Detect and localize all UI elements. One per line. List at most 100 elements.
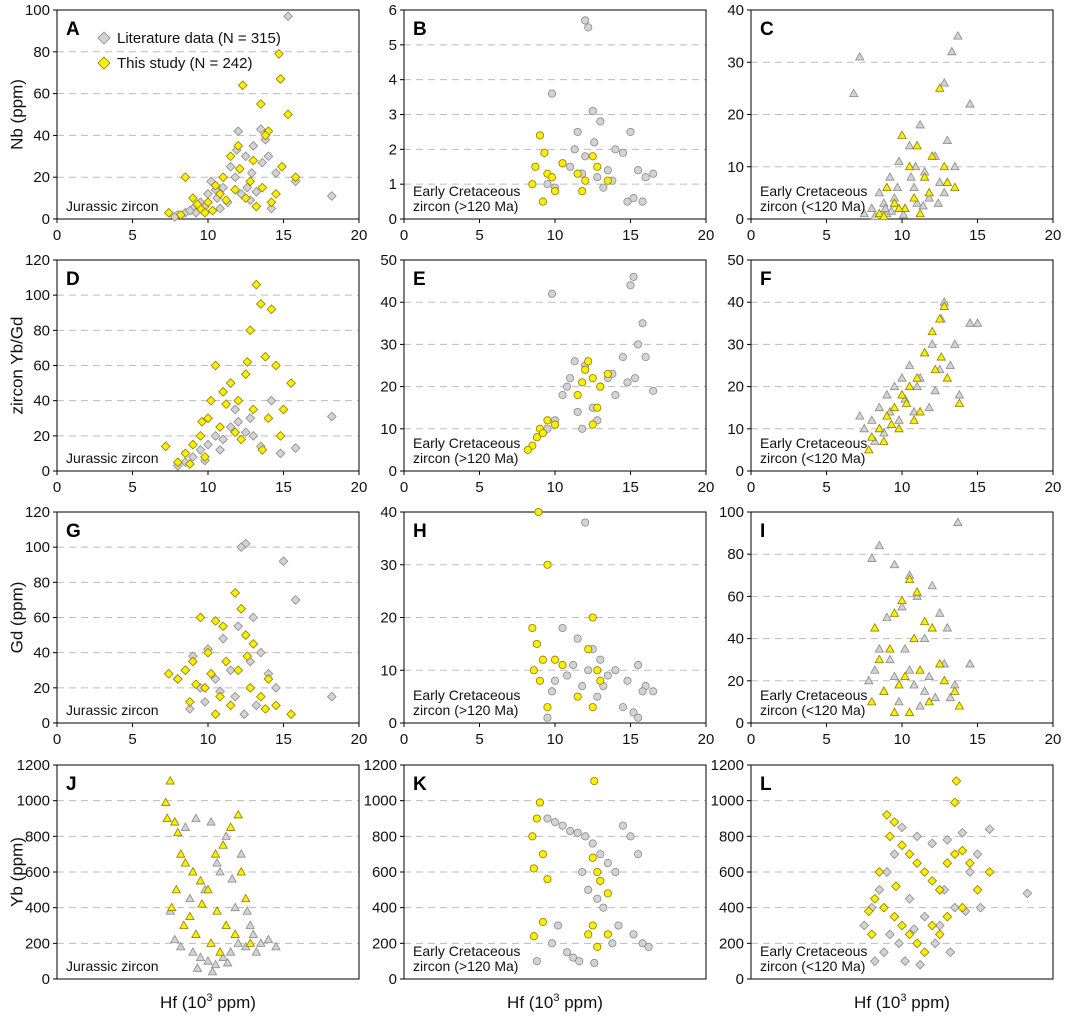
data-point — [889, 608, 900, 617]
panel-annotation: Early Cretaceous — [760, 943, 867, 959]
data-point — [215, 189, 225, 199]
data-point — [588, 921, 597, 930]
data-point — [909, 633, 919, 643]
data-point — [965, 318, 975, 327]
x-tick-label: 5 — [822, 731, 830, 748]
x-tick-label: 0 — [747, 479, 755, 496]
data-point — [251, 947, 262, 956]
data-point — [633, 340, 643, 349]
data-point — [538, 850, 547, 859]
data-point — [230, 588, 241, 598]
data-point — [954, 398, 965, 407]
data-point — [240, 893, 251, 903]
data-point — [588, 106, 597, 116]
x-tick-label: 5 — [822, 479, 830, 496]
y-tick-label: 40 — [33, 393, 50, 410]
x-tick-label: 10 — [894, 479, 911, 496]
data-point — [897, 920, 907, 931]
panel-label: L — [760, 774, 772, 795]
data-point — [939, 301, 950, 310]
data-point — [919, 867, 930, 877]
y-tick-label: 20 — [727, 379, 744, 396]
data-point — [163, 207, 174, 218]
data-point — [245, 938, 256, 947]
panel-j: 0 200 400 600 800 1000 1200 Yb (ppm) J Jurassic z… — [7, 757, 360, 988]
data-point — [195, 612, 206, 623]
data-point — [532, 957, 541, 966]
data-point — [919, 616, 930, 626]
data-point — [221, 195, 231, 206]
data-point — [939, 161, 950, 171]
data-point — [889, 198, 900, 207]
panel-label: B — [413, 19, 427, 40]
y-tick-label: 1000 — [17, 793, 50, 810]
data-point — [203, 956, 213, 965]
panel-c: 0 10 20 30 40 0 5 10 15 20 C Early Cretaceouszircon… — [727, 2, 1061, 244]
data-point — [230, 929, 240, 938]
data-point — [889, 817, 900, 827]
data-point — [210, 360, 221, 371]
data-point — [649, 169, 658, 178]
data-point — [584, 666, 593, 675]
y-tick-label: 40 — [380, 504, 397, 521]
data-point — [588, 853, 597, 862]
panel-annotation: zircon (<120 Ma) — [760, 702, 865, 718]
y-tick-label: 120 — [25, 504, 50, 521]
data-point — [248, 639, 259, 649]
data-point — [894, 423, 904, 433]
data-point — [906, 172, 916, 181]
legend-label: Literature data (N = 315) — [117, 30, 281, 47]
data-point — [255, 691, 266, 702]
panel-annotation: Early Cretaceous — [760, 183, 867, 199]
data-point — [260, 130, 271, 141]
series-literature-data — [543, 518, 658, 722]
data-point — [599, 183, 608, 192]
data-point — [166, 902, 177, 912]
data-point — [210, 849, 221, 858]
data-point — [563, 671, 572, 680]
data-point — [230, 184, 241, 195]
data-point — [170, 816, 180, 826]
data-point — [563, 382, 572, 391]
data-point — [894, 415, 904, 424]
data-point — [603, 671, 612, 680]
data-point — [242, 357, 253, 367]
data-point — [901, 398, 912, 407]
data-point — [603, 166, 612, 175]
data-point — [242, 906, 253, 915]
data-point — [870, 436, 880, 445]
data-point — [611, 867, 620, 877]
data-point — [230, 902, 240, 912]
data-point — [596, 382, 605, 391]
data-point — [942, 911, 953, 922]
y-tick-label: 30 — [727, 336, 744, 353]
data-point — [593, 894, 602, 903]
data-point — [218, 621, 228, 632]
data-point — [326, 191, 337, 201]
data-point — [649, 687, 658, 696]
data-point — [898, 209, 909, 219]
data-point — [538, 197, 547, 206]
y-tick-label: 1000 — [711, 793, 744, 810]
data-point — [904, 381, 915, 391]
data-point — [915, 208, 925, 218]
data-point — [543, 875, 552, 884]
data-point — [278, 404, 289, 415]
data-point — [581, 16, 590, 25]
panel-annotation: Early Cretaceous — [413, 183, 520, 199]
y-tick-label: 1200 — [711, 757, 744, 774]
data-point — [191, 679, 201, 690]
data-point — [618, 353, 628, 362]
data-point — [910, 161, 921, 171]
data-point — [889, 381, 900, 391]
data-point — [611, 145, 620, 154]
panel-g: 0 20 40 60 80 100 120 0 5 10 15 20 Gd (ppm) G Jurassic… — [7, 504, 367, 748]
data-point — [593, 867, 602, 877]
data-point — [867, 415, 877, 424]
data-point — [240, 427, 251, 438]
data-point — [218, 387, 228, 397]
data-point — [233, 140, 244, 151]
data-point — [984, 824, 995, 835]
data-point — [255, 99, 266, 109]
data-point — [965, 858, 975, 868]
